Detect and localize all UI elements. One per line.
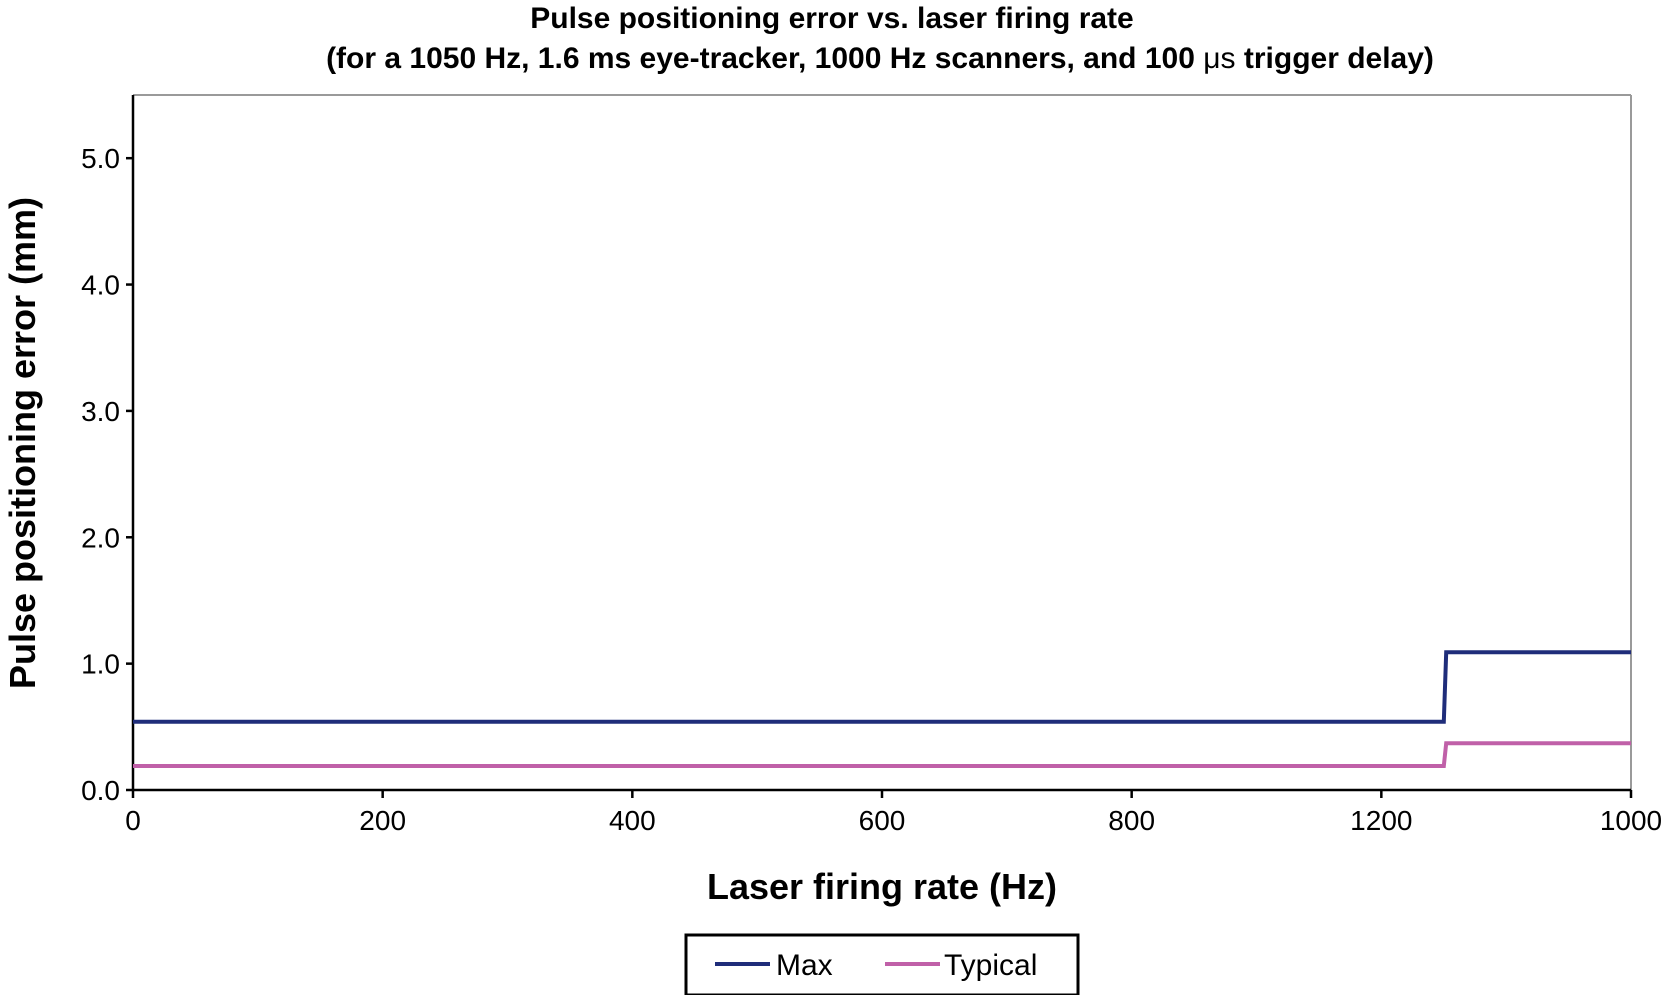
y-axis-ticks: 0.0 1.0 2.0 3.0 4.0 5.0 (81, 143, 133, 806)
y-tick-label: 3.0 (81, 396, 120, 427)
plot-frame (131, 94, 1632, 792)
x-tick-label: 0 (125, 805, 141, 836)
y-tick-label: 4.0 (81, 270, 120, 301)
x-axis-title: Laser firing rate (Hz) (707, 866, 1057, 907)
series-layer (133, 650, 1631, 768)
y-tick-label: 2.0 (81, 522, 120, 553)
x-tick-label: 400 (609, 805, 656, 836)
chart-subtitle-prefix: (for a 1050 Hz, 1.6 ms eye-tracker, 1000… (326, 42, 1203, 75)
series-line-typical (133, 741, 1631, 768)
chart-title: Pulse positioning error vs. laser firing… (530, 2, 1134, 35)
y-tick-label: 1.0 (81, 649, 120, 680)
chart-subtitle-suffix: trigger delay) (1236, 42, 1434, 75)
y-tick-label: 5.0 (81, 143, 120, 174)
chart-subtitle: (for a 1050 Hz, 1.6 ms eye-tracker, 1000… (326, 42, 1434, 75)
series-line-max (133, 650, 1631, 724)
legend-label-typical: Typical (944, 949, 1037, 982)
legend: Max Typical (684, 933, 1080, 995)
x-tick-label: 1200 (1350, 805, 1412, 836)
x-tick-label: 200 (359, 805, 406, 836)
y-tick-label: 0.0 (81, 775, 120, 806)
chart-subtitle-unit: μs (1203, 42, 1235, 75)
x-tick-label: 1000 (1600, 805, 1662, 836)
x-axis-ticks: 0 200 400 600 800 1200 1000 (125, 790, 1662, 836)
x-tick-label: 800 (1108, 805, 1155, 836)
legend-label-max: Max (776, 949, 833, 982)
x-tick-label: 600 (859, 805, 906, 836)
y-axis-title: Pulse positioning error (mm) (2, 197, 43, 689)
